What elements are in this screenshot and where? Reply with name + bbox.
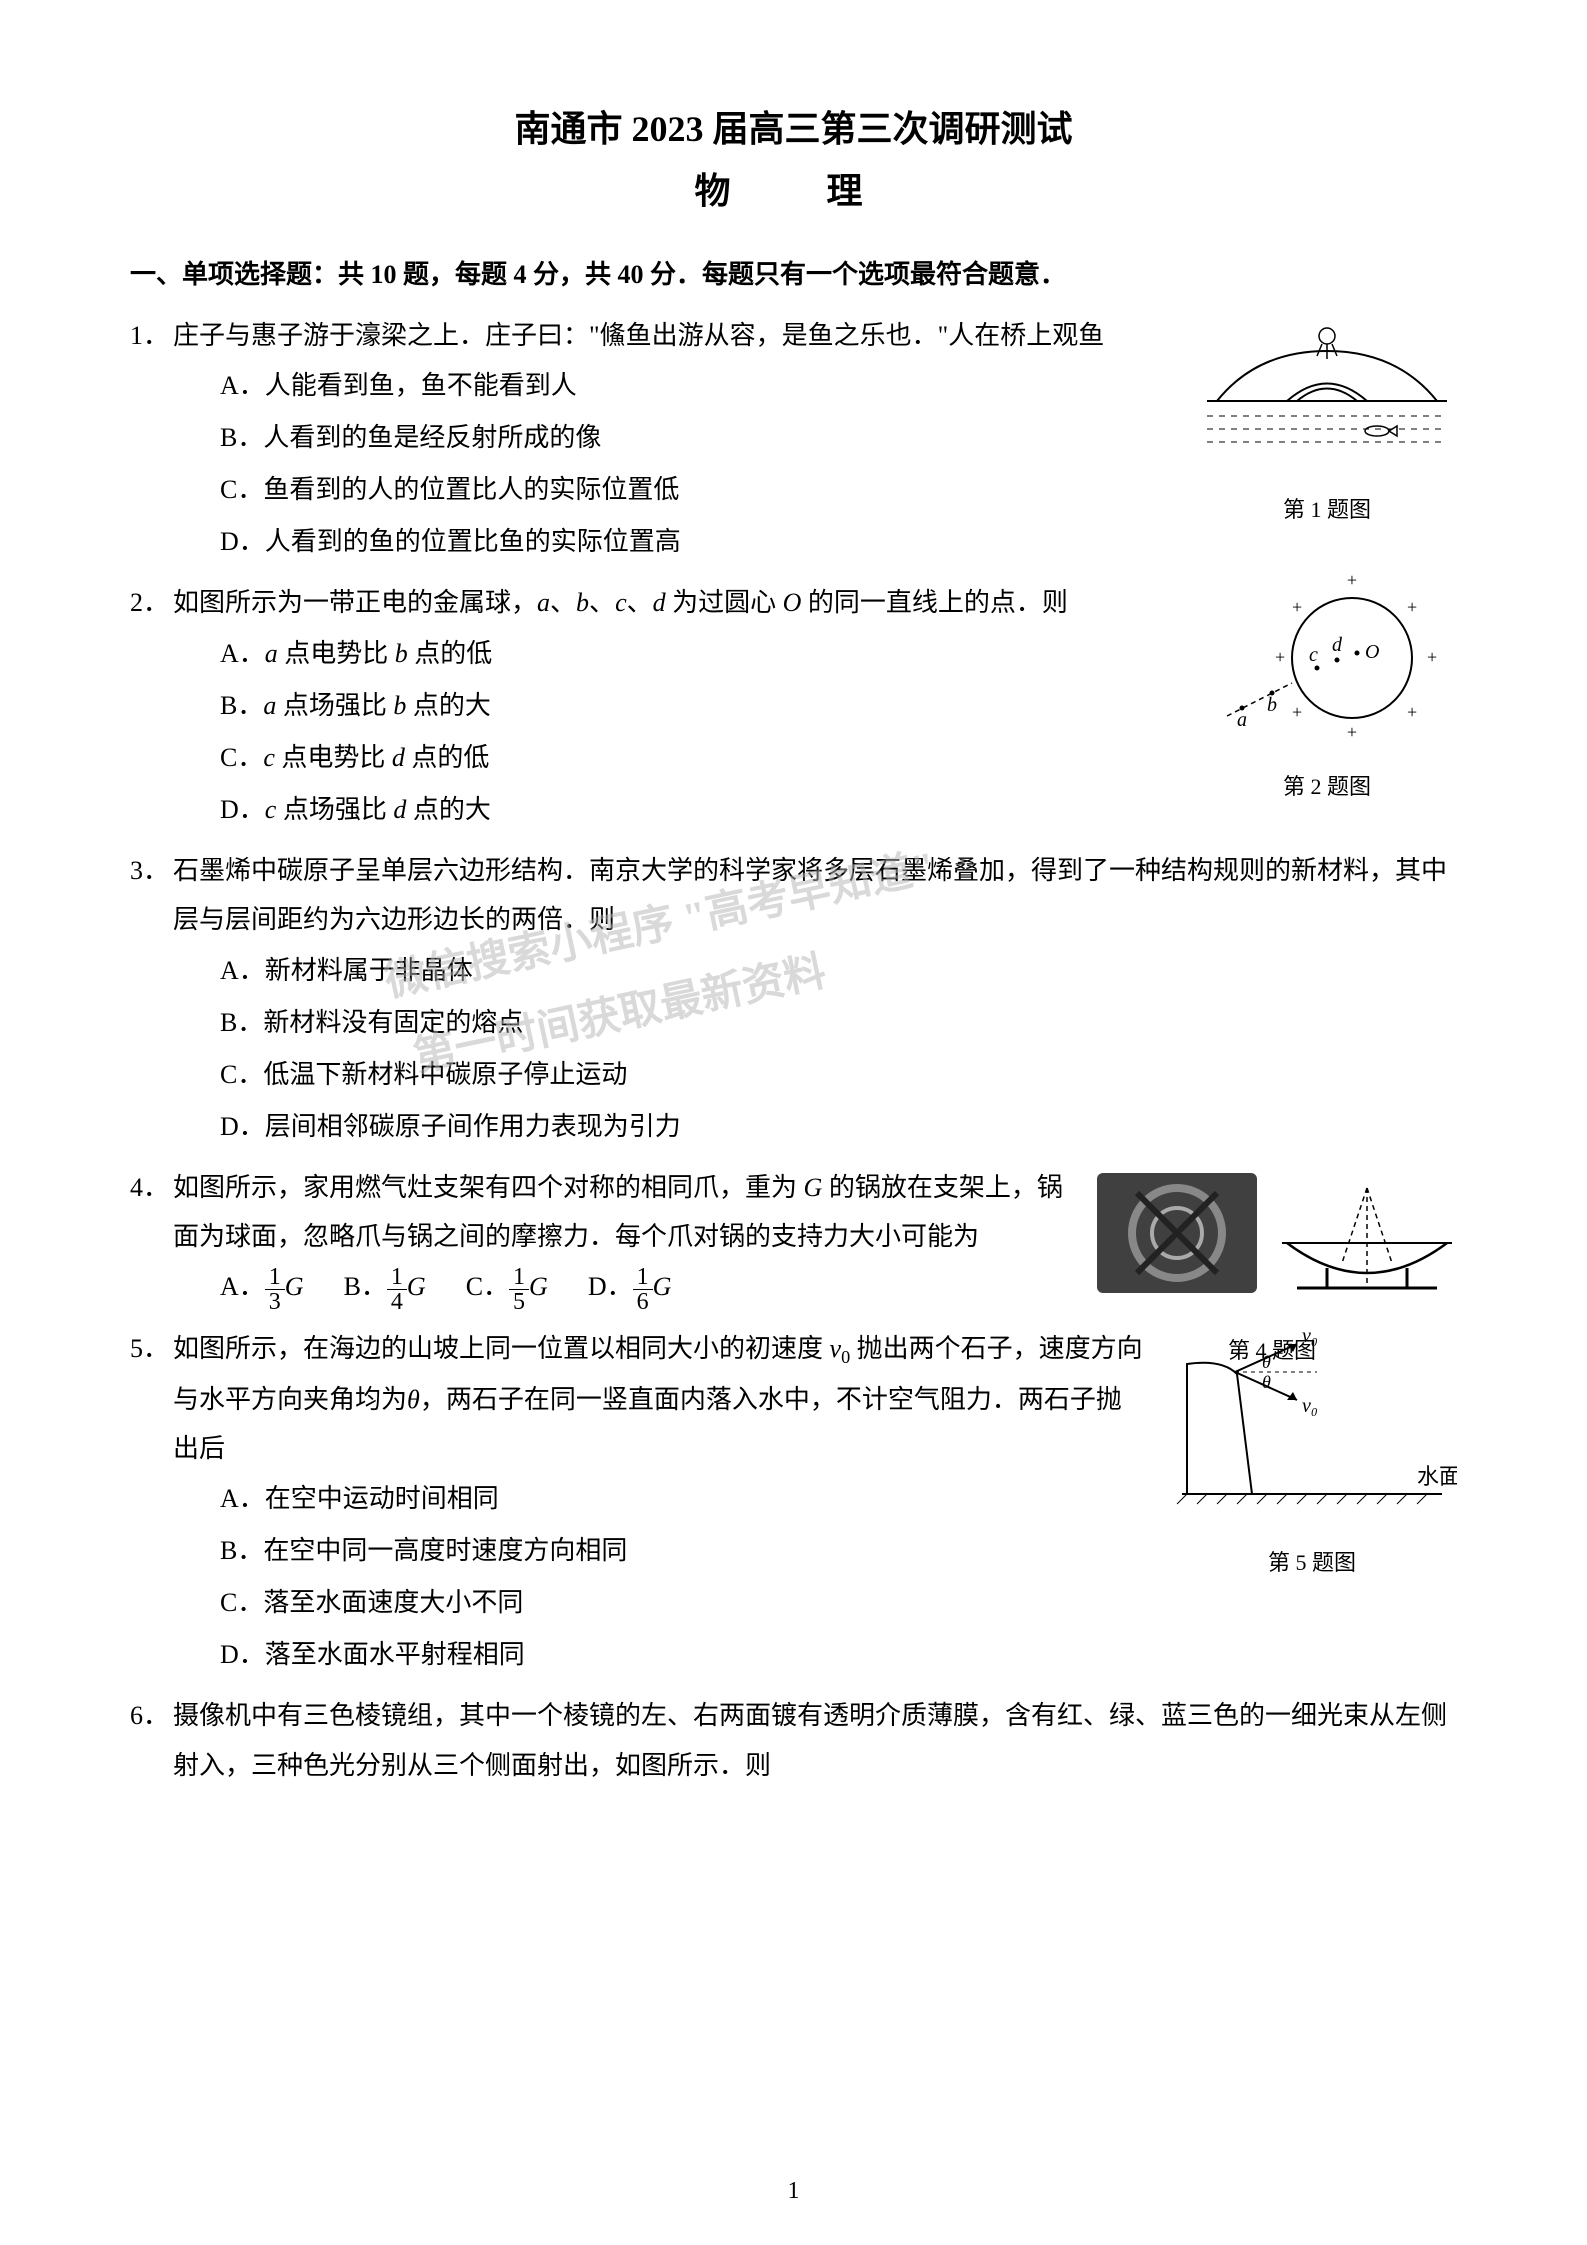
svg-text:+: +	[1347, 722, 1357, 742]
page-number: 1	[788, 2178, 800, 2205]
q5-opt-b: B．在空中同一高度时速度方向相同	[220, 1525, 1147, 1577]
projectile-diagram: 水面 v₀ v₀ θ θ	[1167, 1324, 1457, 1524]
q6-num: 6．	[130, 1691, 169, 1790]
q2-opt-d: D．c 点场强比 d 点的大	[220, 784, 1177, 836]
q3-opt-b: B．新材料没有固定的熔点	[220, 997, 1457, 1049]
q1-opt-a: A．人能看到鱼，鱼不能看到人	[220, 360, 1177, 412]
q4-num: 4．	[130, 1163, 169, 1262]
q2-opt-a: A．a 点电势比 b 点的低	[220, 628, 1177, 680]
q3-opt-d: D．层间相邻碳原子间作用力表现为引力	[220, 1101, 1457, 1153]
fig-caption-1: 第 1 题图	[1197, 489, 1457, 531]
svg-text:θ: θ	[1262, 1352, 1271, 1372]
q4-opt-d: D．16G	[588, 1261, 672, 1314]
q1-opt-b: B．人看到的鱼是经反射所成的像	[220, 412, 1177, 464]
q5-opt-c: C．落至水面速度大小不同	[220, 1577, 1147, 1629]
svg-text:v₀: v₀	[1302, 1325, 1318, 1347]
question-2: + + + + + + + + a b c d O 第 2 题图	[130, 578, 1457, 835]
svg-text:+: +	[1347, 570, 1357, 590]
exam-title: 南通市 2023 届高三第三次调研测试	[130, 100, 1457, 152]
section-header: 一、单项选择题：共 10 题，每题 4 分，共 40 分．每题只有一个选项最符合…	[130, 254, 1457, 291]
svg-text:c: c	[1309, 644, 1318, 666]
question-1: 第 1 题图 1． 庄子与惠子游于濠梁之上．庄子曰："鯈鱼出游从容，是鱼之乐也．…	[130, 311, 1457, 568]
exam-page: 南通市 2023 届高三第三次调研测试 物 理 一、单项选择题：共 10 题，每…	[0, 0, 1587, 2245]
q1-opt-d: D．人看到的鱼的位置比鱼的实际位置高	[220, 516, 1177, 568]
figure-q1: 第 1 题图	[1197, 311, 1457, 531]
svg-text:a: a	[1237, 709, 1247, 731]
question-5: 水面 v₀ v₀ θ θ 第 5 题图 5． 如图所示，在海边的山坡上同一位置以…	[130, 1324, 1457, 1682]
question-3: 微信搜索小程序 "高考早知道" 第一时间获取最新资料 3． 石墨烯中碳原子呈单层…	[130, 846, 1457, 1153]
q6-stem: 摄像机中有三色棱镜组，其中一个棱镜的左、右两面镀有透明介质薄膜，含有红、绿、蓝三…	[173, 1691, 1457, 1790]
svg-text:+: +	[1292, 702, 1302, 722]
stove-pot-diagram	[1087, 1163, 1457, 1313]
q2-opt-b: B．a 点场强比 b 点的大	[220, 680, 1177, 732]
svg-text:+: +	[1275, 647, 1285, 667]
bridge-fish-diagram	[1197, 311, 1457, 471]
q3-opt-a: A．新材料属于非晶体	[220, 945, 1457, 997]
question-4: 第 4 题图 4． 如图所示，家用燃气灶支架有四个对称的相同爪，重为 G 的锅放…	[130, 1163, 1457, 1314]
q1-opt-c: C．鱼看到的人的位置比人的实际位置低	[220, 464, 1177, 516]
q3-opt-c: C．低温下新材料中碳原子停止运动	[220, 1049, 1457, 1101]
charged-sphere-diagram: + + + + + + + + a b c d O	[1197, 568, 1457, 748]
q5-opt-a: A．在空中运动时间相同	[220, 1473, 1147, 1525]
figure-q2: + + + + + + + + a b c d O 第 2 题图	[1197, 568, 1457, 808]
fig-caption-5: 第 5 题图	[1167, 1542, 1457, 1584]
q2-num: 2．	[130, 578, 169, 627]
svg-text:b: b	[1267, 694, 1277, 716]
svg-text:d: d	[1332, 634, 1343, 656]
figure-q5: 水面 v₀ v₀ θ θ 第 5 题图	[1167, 1324, 1457, 1584]
svg-text:+: +	[1407, 702, 1417, 722]
svg-text:+: +	[1407, 597, 1417, 617]
q2-opt-c: C．c 点电势比 d 点的低	[220, 732, 1177, 784]
svg-text:θ: θ	[1262, 1372, 1271, 1392]
q5-num: 5．	[130, 1324, 169, 1474]
q5-opt-d: D．落至水面水平射程相同	[220, 1629, 1147, 1681]
svg-text:+: +	[1427, 647, 1437, 667]
svg-text:+: +	[1292, 597, 1302, 617]
q1-num: 1．	[130, 311, 169, 360]
svg-text:水面: 水面	[1417, 1464, 1457, 1489]
q4-opt-b: B．14G	[344, 1261, 426, 1314]
fig-caption-2: 第 2 题图	[1197, 766, 1457, 808]
q4-opt-a: A．13G	[220, 1261, 304, 1314]
exam-subtitle: 物 理	[130, 162, 1457, 214]
q3-num: 3．	[130, 846, 169, 945]
question-6: 6． 摄像机中有三色棱镜组，其中一个棱镜的左、右两面镀有透明介质薄膜，含有红、绿…	[130, 1691, 1457, 1790]
svg-text:v₀: v₀	[1302, 1395, 1318, 1417]
q4-opt-c: C．15G	[466, 1261, 548, 1314]
svg-text:O: O	[1365, 641, 1379, 663]
q3-stem: 石墨烯中碳原子呈单层六边形结构．南京大学的科学家将多层石墨烯叠加，得到了一种结构…	[173, 846, 1457, 945]
